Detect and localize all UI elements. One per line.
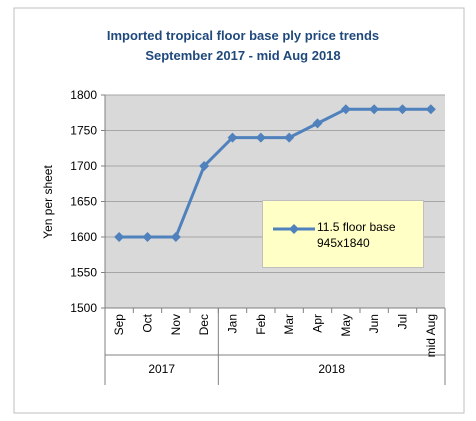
y-tick-label: 1600 <box>70 230 97 244</box>
marker <box>227 132 238 143</box>
marker <box>340 104 351 115</box>
x-tick-label: Jan <box>226 314 240 333</box>
marker <box>255 132 266 143</box>
marker <box>199 161 210 171</box>
marker <box>425 104 436 115</box>
marker <box>114 232 125 242</box>
legend: 11.5 floor base 945x1840 <box>262 200 424 268</box>
group-label: 2017 <box>148 362 175 376</box>
y-tick-label: 1550 <box>70 266 97 280</box>
chart-subtitle: September 2017 - mid Aug 2018 <box>145 48 340 63</box>
y-tick-label: 1650 <box>70 195 97 209</box>
y-tick-label: 1800 <box>70 88 97 102</box>
x-tick-label: Mar <box>282 314 296 335</box>
legend-marker <box>289 224 299 234</box>
chart-title: Imported tropical floor base ply price t… <box>107 28 379 43</box>
x-tick-label: Apr <box>311 314 325 333</box>
x-tick-label: Nov <box>169 314 183 335</box>
x-tick-label: Feb <box>254 314 268 335</box>
legend-label: 11.5 floor base 945x1840 <box>317 220 396 250</box>
marker <box>170 232 181 242</box>
x-tick-label: Sep <box>112 314 126 336</box>
x-tick-label: Jun <box>367 314 381 333</box>
marker <box>284 132 295 143</box>
marker <box>397 104 408 115</box>
legend-swatch <box>273 224 315 234</box>
x-tick-label: Dec <box>197 314 211 335</box>
y-tick-label: 1750 <box>70 124 97 138</box>
marker <box>369 104 380 115</box>
x-tick-label: Oct <box>141 313 155 332</box>
y-tick-label: 1500 <box>70 301 97 315</box>
x-tick-label: mid Aug <box>424 314 438 357</box>
y-axis-label: Yen per sheet <box>41 165 55 239</box>
x-tick-label: May <box>339 314 353 337</box>
y-tick-label: 1700 <box>70 159 97 173</box>
marker <box>312 118 323 129</box>
x-tick-label: Jul <box>396 314 410 329</box>
group-label: 2018 <box>318 362 345 376</box>
marker <box>142 232 153 242</box>
